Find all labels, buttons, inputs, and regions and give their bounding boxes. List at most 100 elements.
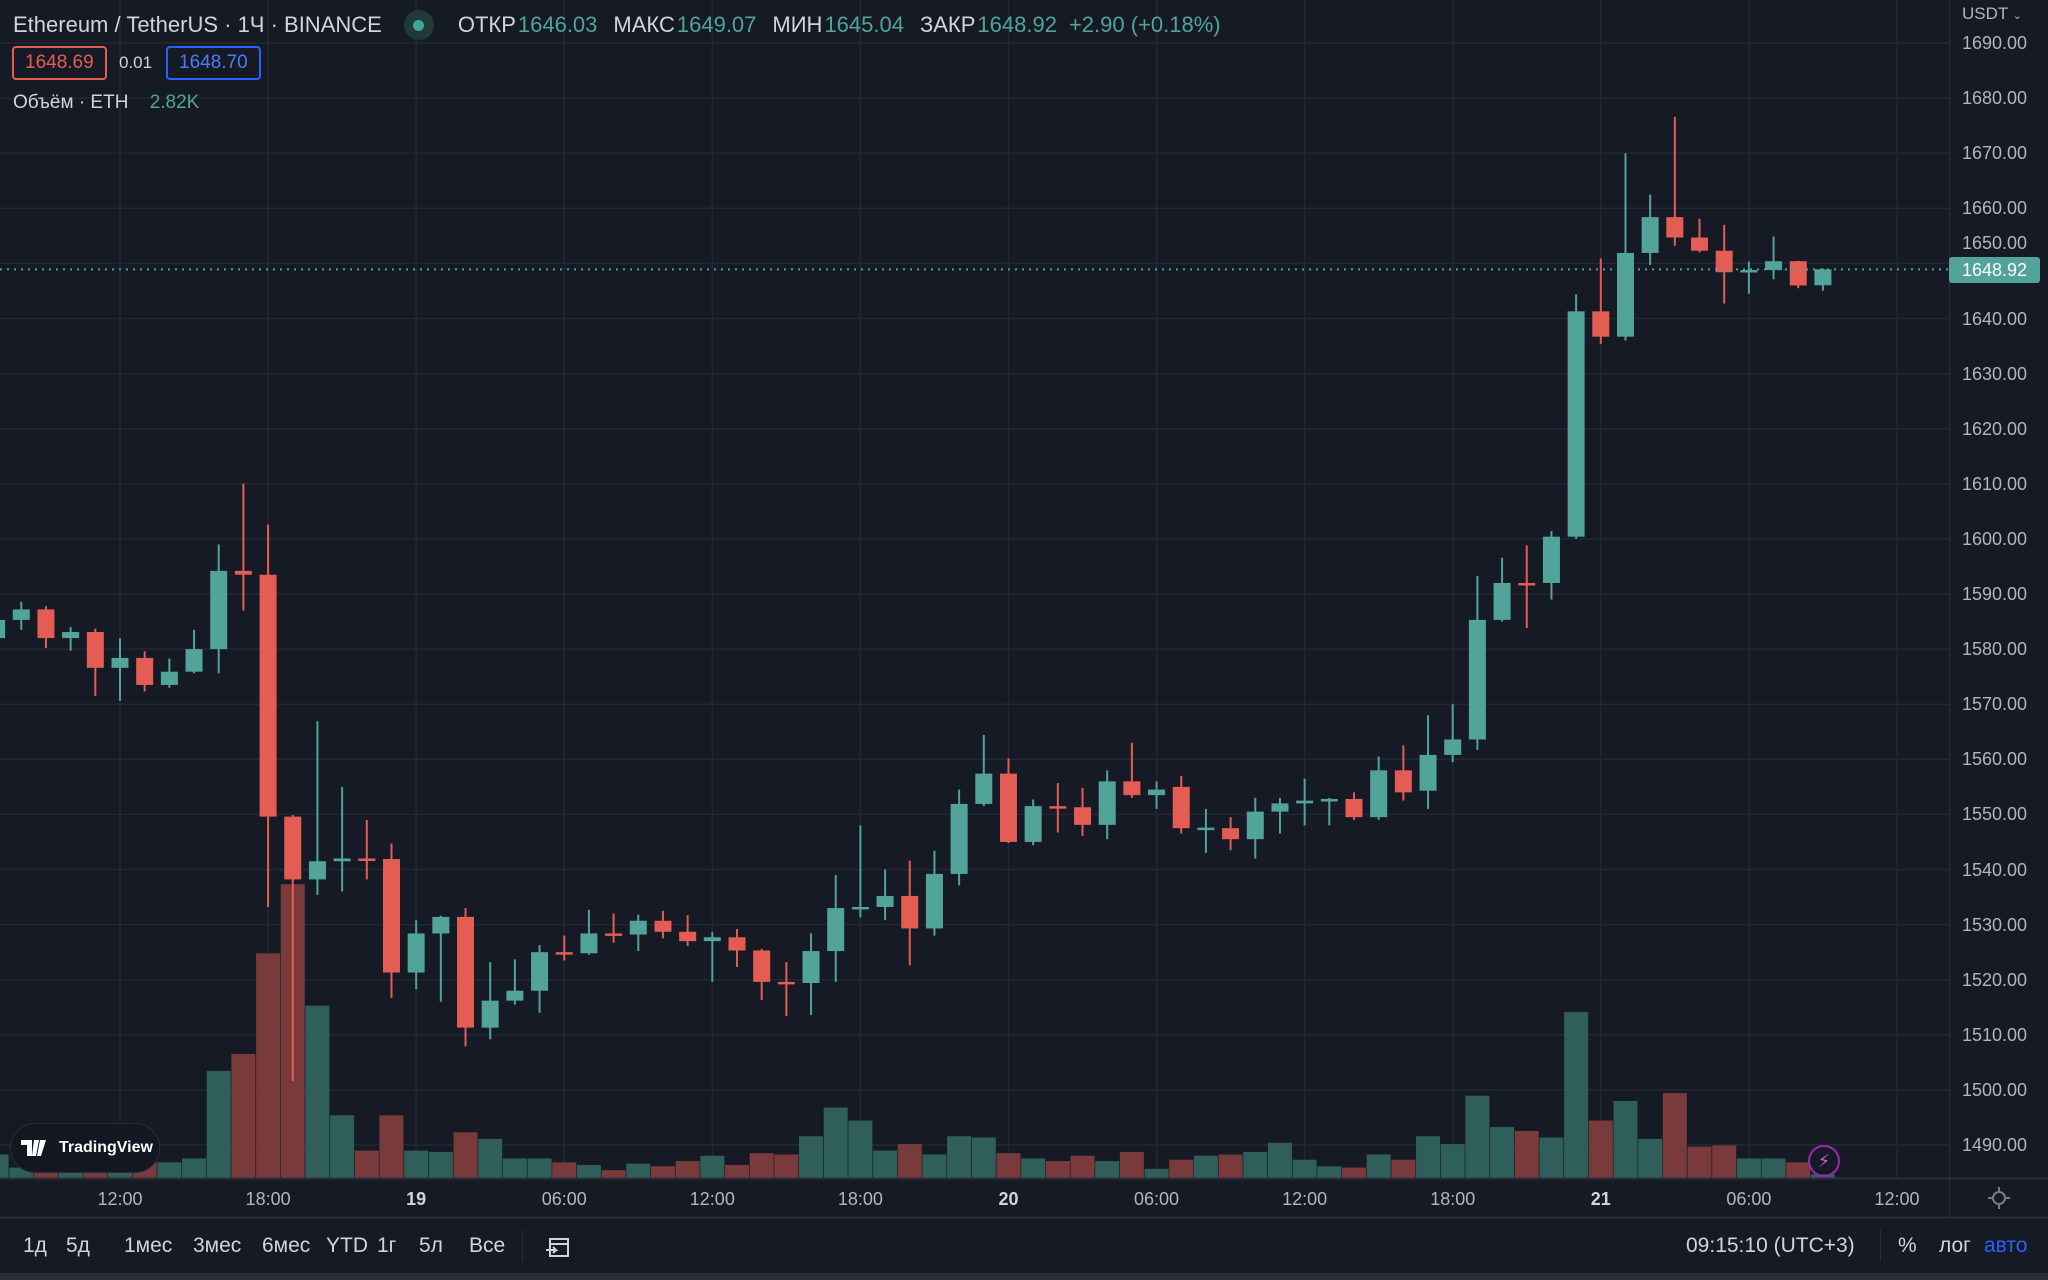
- candle: [950, 789, 968, 886]
- sell-price-button[interactable]: 1648.69: [12, 46, 107, 80]
- candle-body: [111, 657, 129, 668]
- candle-body: [605, 933, 623, 936]
- candle: [1715, 224, 1733, 304]
- volume-bar: [453, 1132, 478, 1178]
- clock-timezone[interactable]: 09:15:10 (UTC+3): [1686, 1234, 1855, 1257]
- volume-bar: [1095, 1161, 1120, 1178]
- high-value: 1649.07: [676, 12, 757, 37]
- candle-body: [950, 803, 968, 874]
- range-button[interactable]: 1д: [23, 1234, 47, 1257]
- symbol-title[interactable]: Ethereum / TetherUS · 1Ч · BINANCE: [13, 12, 382, 37]
- range-button[interactable]: 6мес: [262, 1234, 311, 1257]
- range-button[interactable]: 5д: [66, 1234, 90, 1257]
- change-value: +2.90 (+0.18%): [1068, 12, 1221, 37]
- volume-bar: [947, 1136, 972, 1178]
- volume-bar: [774, 1154, 799, 1178]
- volume-bar: [848, 1120, 873, 1178]
- market-status-icon[interactable]: [403, 10, 434, 40]
- volume-bar: [58, 1170, 83, 1178]
- price-tick-label: 1690.00: [1962, 33, 2028, 53]
- high-label: МАКС: [613, 12, 675, 37]
- candle-body: [1641, 217, 1659, 253]
- price-tick-label: 1620.00: [1962, 418, 2028, 439]
- percent-scale-toggle[interactable]: %: [1898, 1234, 1917, 1257]
- price-tick-label: 1670.00: [1962, 143, 2028, 164]
- price-tick-label: 1500.00: [1962, 1079, 2028, 1100]
- bottom-strip: [0, 1273, 2048, 1280]
- candle-body: [0, 619, 6, 639]
- candle: [728, 929, 746, 968]
- volume-bars: [0, 884, 1835, 1178]
- volume-bar: [9, 1167, 34, 1178]
- candle-body: [580, 933, 598, 954]
- candle-body: [432, 916, 450, 934]
- log-scale-toggle[interactable]: лог: [1939, 1234, 1971, 1257]
- candle: [1641, 194, 1659, 266]
- settings-gear-icon[interactable]: [1987, 1186, 2011, 1210]
- lightning-icon[interactable]: ⚡︎: [1808, 1145, 1840, 1177]
- candle: [1765, 236, 1783, 280]
- price-tick-label: 1490.00: [1962, 1135, 2028, 1155]
- time-tick-label: 12:00: [1282, 1189, 1328, 1209]
- volume-bar: [1021, 1158, 1046, 1178]
- volume-bar: [873, 1150, 898, 1178]
- range-button[interactable]: 1мес: [124, 1234, 173, 1257]
- volume-bar: [799, 1136, 824, 1178]
- candle: [86, 628, 104, 696]
- volume-bar: [1786, 1162, 1811, 1178]
- tradingview-logo-icon: [21, 1140, 46, 1156]
- candle: [1444, 704, 1462, 763]
- volume-legend[interactable]: Объём · ETH 2.82K: [13, 92, 199, 114]
- range-button[interactable]: Все: [469, 1234, 506, 1257]
- candle-body: [827, 908, 845, 952]
- candle-body: [1197, 827, 1215, 831]
- calendar-goto-icon[interactable]: [545, 1235, 571, 1264]
- candle-body: [1691, 237, 1709, 251]
- range-button[interactable]: 5л: [419, 1234, 443, 1257]
- volume-bar: [749, 1153, 774, 1178]
- candle-body: [1468, 619, 1486, 740]
- candle: [185, 629, 203, 674]
- volume-bar: [1416, 1136, 1441, 1178]
- candle-body: [925, 873, 943, 929]
- volume-bar: [922, 1154, 947, 1178]
- price-tick-label: 1550.00: [1962, 804, 2028, 825]
- price-tick-label: 1650.00: [1962, 233, 2028, 254]
- candle: [1666, 116, 1684, 246]
- candle-body: [1616, 252, 1634, 337]
- tradingview-logo[interactable]: TradingView: [10, 1123, 160, 1173]
- volume-bar: [1736, 1158, 1761, 1178]
- last-price-label: 1648.92: [1949, 257, 2040, 283]
- low-value: 1645.04: [824, 12, 904, 37]
- candle-body: [555, 952, 573, 955]
- volume-bar: [626, 1163, 651, 1178]
- candle: [1691, 218, 1709, 253]
- candle-body: [185, 649, 203, 672]
- candle-body: [1419, 754, 1437, 791]
- candle: [1049, 782, 1067, 833]
- candle-body: [654, 920, 672, 932]
- candle: [1024, 799, 1042, 846]
- volume-bar: [527, 1158, 552, 1178]
- volume-bar: [330, 1115, 355, 1178]
- spread-value: 0.01: [119, 53, 153, 72]
- currency-selector[interactable]: USDT ⌄: [1962, 4, 2022, 24]
- auto-scale-toggle[interactable]: авто: [1984, 1234, 2028, 1257]
- volume-bar: [404, 1150, 429, 1178]
- candle-body: [802, 951, 820, 984]
- buy-price-button[interactable]: 1648.70: [166, 46, 261, 80]
- candle: [160, 658, 178, 688]
- candle: [1518, 545, 1536, 629]
- candle-body: [259, 574, 277, 817]
- candle-body: [506, 990, 524, 1001]
- volume-bar: [996, 1153, 1021, 1178]
- candle: [1592, 258, 1610, 344]
- volume-bar: [1514, 1130, 1539, 1178]
- candle-body: [234, 570, 252, 575]
- range-button[interactable]: 1г: [377, 1234, 397, 1257]
- candle: [876, 869, 894, 921]
- range-button[interactable]: YTD: [326, 1234, 368, 1257]
- range-button[interactable]: 3мес: [193, 1234, 242, 1257]
- candle-body: [210, 570, 228, 650]
